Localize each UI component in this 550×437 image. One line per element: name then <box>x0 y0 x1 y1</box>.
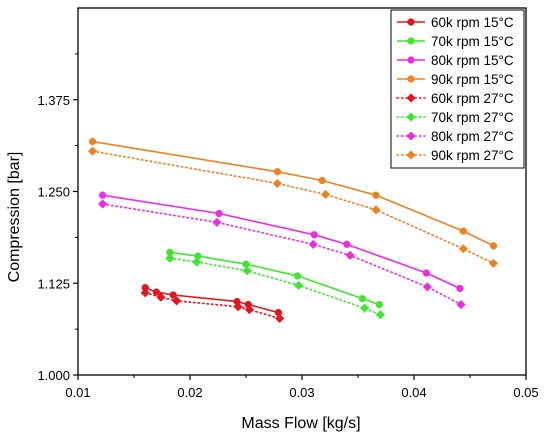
legend-box <box>390 9 525 169</box>
series-4 <box>140 288 285 324</box>
series-5 <box>165 253 386 320</box>
data-point <box>422 269 430 277</box>
x-tick-label: 0.01 <box>65 385 90 400</box>
data-point <box>310 231 318 239</box>
legend-label: 90k rpm 15°C <box>431 72 514 87</box>
series-line <box>169 257 382 316</box>
series-line <box>92 140 494 247</box>
data-point <box>212 217 222 227</box>
data-point <box>375 310 386 320</box>
data-point <box>318 176 326 185</box>
series-line <box>144 286 279 314</box>
series-line <box>144 291 281 320</box>
legend-label: 90k rpm 27°C <box>431 148 514 163</box>
data-point <box>371 205 381 215</box>
data-point <box>242 260 250 268</box>
x-tick-label: 0.03 <box>289 385 314 400</box>
data-point <box>360 303 370 313</box>
series-6 <box>97 199 466 310</box>
data-point <box>140 288 150 298</box>
legend-label: 70k rpm 27°C <box>431 110 514 125</box>
data-point <box>459 227 467 235</box>
x-tick-label: 0.04 <box>401 385 426 400</box>
data-point <box>215 209 223 218</box>
data-point <box>372 191 380 199</box>
x-tick-label: 0.05 <box>513 385 538 400</box>
axis-ticks: 0.01 0.02 0.03 0.04 0.05 1.000 1.125 1.250 1.375 <box>37 53 539 400</box>
legend-swatch-marker <box>407 75 415 83</box>
data-point <box>274 313 285 324</box>
data-point <box>358 295 367 303</box>
data-point <box>88 137 97 146</box>
data-point <box>375 300 383 309</box>
series-line <box>91 150 495 265</box>
x-tick-label: 0.02 <box>177 385 202 400</box>
series-line <box>101 203 462 306</box>
data-point <box>320 189 331 200</box>
data-point <box>273 168 282 176</box>
legend-swatch-marker <box>407 56 415 64</box>
x-axis-label: Mass Flow [kg/s] <box>241 415 360 432</box>
data-point <box>192 257 202 267</box>
data-point <box>87 146 98 156</box>
y-tick-label: 1.125 <box>37 276 70 291</box>
series-line <box>102 194 461 290</box>
data-point <box>489 242 498 250</box>
series-1 <box>166 248 383 309</box>
data-point <box>458 244 468 254</box>
data-point <box>488 258 499 269</box>
legend-swatch-marker <box>406 131 416 141</box>
data-point <box>156 292 166 302</box>
data-point <box>169 291 177 299</box>
data-point <box>422 282 433 292</box>
data-point <box>343 240 351 248</box>
series-2 <box>98 191 464 293</box>
legend: 60k rpm 15°C 70k rpm 15°C 80k rpm 15°C 90k … <box>390 9 525 169</box>
series-layer <box>87 137 499 324</box>
y-tick-label: 1.250 <box>37 185 70 200</box>
data-point <box>456 284 464 293</box>
series-7 <box>87 146 499 269</box>
legend-label: 80k rpm 15°C <box>431 53 514 68</box>
data-point <box>171 296 182 306</box>
data-point <box>233 302 243 312</box>
legend-swatch-marker <box>406 93 416 103</box>
data-point <box>97 199 108 209</box>
legend-swatch-marker <box>406 112 416 122</box>
data-point <box>456 299 466 310</box>
series-3 <box>88 137 498 250</box>
legend-label: 70k rpm 15°C <box>431 34 514 49</box>
data-point <box>244 305 255 315</box>
legend-label: 60k rpm 15°C <box>431 15 514 30</box>
data-point <box>98 191 107 199</box>
data-point <box>293 272 302 280</box>
legend-swatch-marker <box>406 150 416 160</box>
data-point <box>345 250 355 261</box>
legend-label: 80k rpm 27°C <box>431 129 514 144</box>
series-line <box>169 251 380 306</box>
data-point <box>165 253 175 263</box>
legend-swatch-marker <box>407 37 415 45</box>
legend-swatch-marker <box>407 18 415 26</box>
y-axis-label: Compression [bar] <box>6 152 23 283</box>
data-point <box>308 239 318 250</box>
series-0 <box>141 284 283 317</box>
y-tick-label: 1.375 <box>37 93 70 108</box>
data-point <box>293 280 304 291</box>
data-point <box>272 178 283 189</box>
y-tick-label: 1.000 <box>37 368 70 383</box>
data-point <box>242 266 252 276</box>
legend-label: 60k rpm 27°C <box>431 91 514 106</box>
data-point <box>152 288 161 296</box>
